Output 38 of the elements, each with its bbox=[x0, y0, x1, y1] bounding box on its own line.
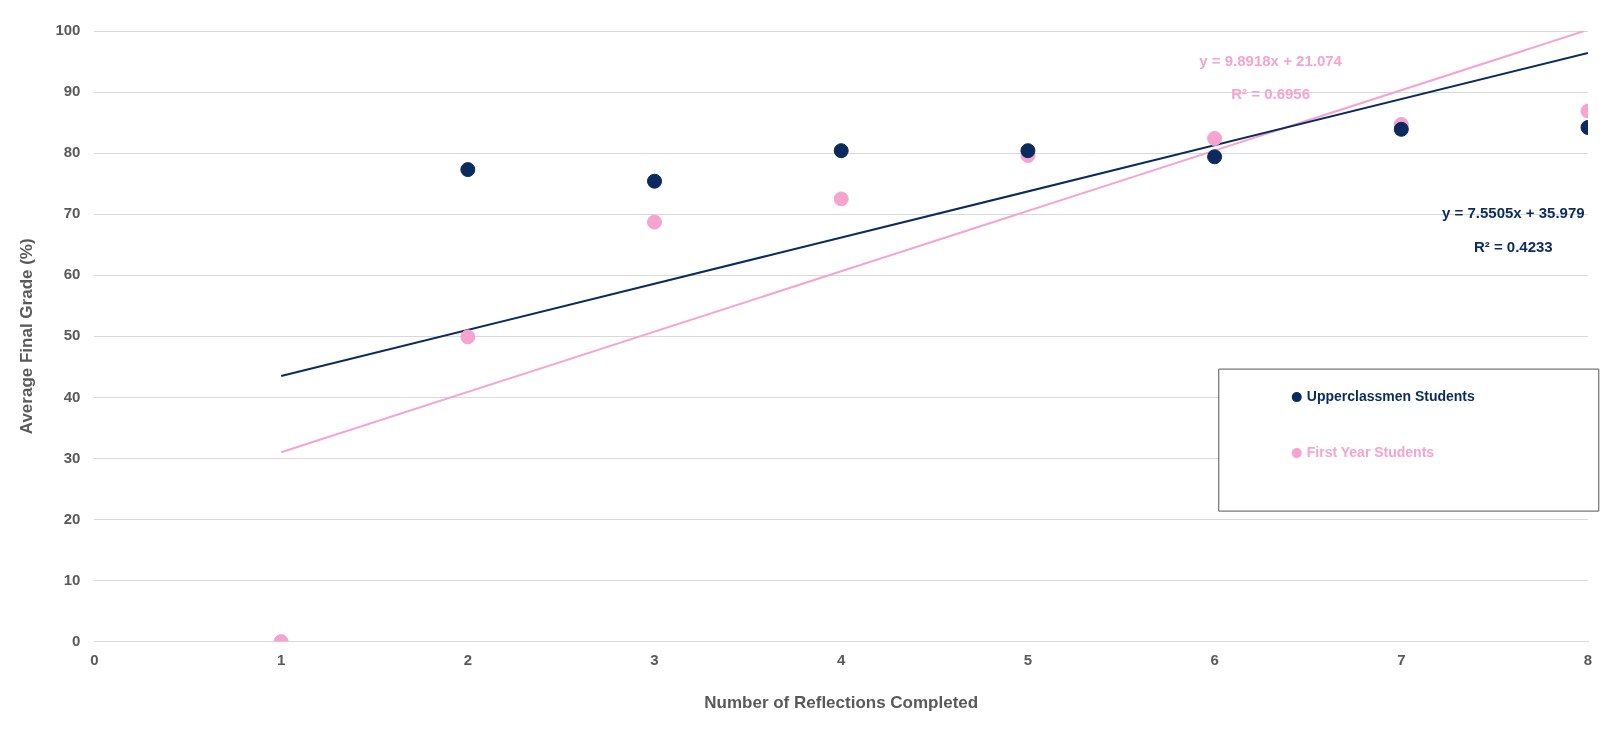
x-axis-title: Number of Reflections Completed bbox=[704, 693, 979, 713]
point bbox=[1207, 149, 1223, 165]
x-tick-label: 6 bbox=[1210, 650, 1219, 668]
annotation: R² = 0.6956 bbox=[1231, 85, 1311, 103]
x-tick-label: 5 bbox=[1023, 650, 1033, 668]
point bbox=[833, 191, 849, 207]
y-tick-label: 60 bbox=[63, 265, 81, 283]
legend-label: First Year Students bbox=[1306, 443, 1435, 460]
point bbox=[647, 214, 663, 230]
y-tick-label: 50 bbox=[63, 326, 81, 344]
y-tick-label: 10 bbox=[63, 570, 81, 588]
x-tick-label: 1 bbox=[276, 650, 286, 668]
point bbox=[1020, 143, 1036, 159]
y-axis-title: Average Final Grade (%) bbox=[16, 238, 36, 435]
y-tick-label: 80 bbox=[63, 143, 81, 161]
x-tick-label: 4 bbox=[837, 650, 847, 668]
x-tick-label: 7 bbox=[1397, 650, 1406, 668]
point bbox=[1207, 130, 1223, 146]
x-tick-label: 3 bbox=[650, 650, 659, 668]
point bbox=[460, 162, 476, 178]
y-tick-label: 0 bbox=[72, 631, 81, 649]
y-tick-label: 70 bbox=[63, 204, 81, 222]
point bbox=[1393, 121, 1409, 137]
annotation: y = 7.5505x + 35.979 bbox=[1442, 204, 1585, 222]
point bbox=[833, 143, 849, 159]
point bbox=[647, 173, 663, 189]
y-tick-label: 30 bbox=[63, 448, 81, 466]
y-tick-label: 100 bbox=[55, 21, 81, 39]
point bbox=[460, 329, 476, 345]
annotation: R² = 0.4233 bbox=[1473, 237, 1553, 255]
y-tick-label: 20 bbox=[63, 509, 81, 527]
y-tick-label: 40 bbox=[63, 387, 81, 405]
x-tick-label: 8 bbox=[1583, 650, 1593, 668]
annotation: y = 9.8918x + 21.074 bbox=[1199, 51, 1343, 69]
x-tick-label: 0 bbox=[90, 650, 99, 668]
x-tick-label: 2 bbox=[463, 650, 472, 668]
legend-label: Upperclassmen Students bbox=[1306, 387, 1476, 404]
y-tick-label: 90 bbox=[63, 82, 81, 100]
